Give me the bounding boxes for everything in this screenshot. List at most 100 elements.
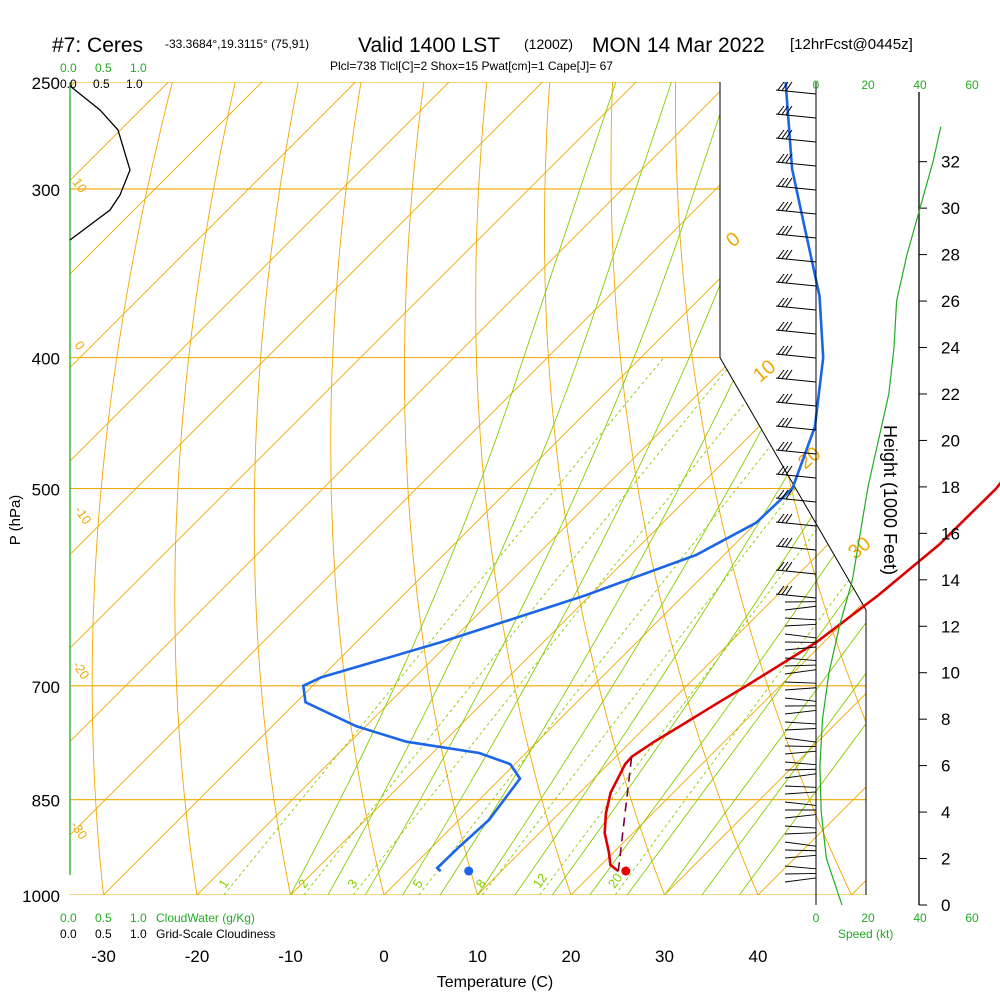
wind-barb-staff [775, 113, 817, 119]
cloudwater-bottom-tick: 0.5 [95, 911, 112, 925]
cloudiness-bottom-tick: 0.5 [95, 927, 112, 941]
height-tick-label: 26 [941, 292, 960, 311]
station-coords: -33.3684°,19.3115° (75,91) [165, 37, 309, 51]
wind-barb-staff [775, 545, 817, 551]
wind-barb [775, 225, 817, 239]
isotherm [70, 82, 543, 895]
moist-adiabat [664, 82, 866, 895]
temperature-profile [603, 481, 1000, 873]
wind-barb-feather [781, 465, 789, 475]
wind-barb-feather [785, 249, 793, 260]
wind-barb [784, 737, 817, 743]
speed-tick-bottom: 0 [813, 911, 820, 925]
wind-barb-staff [775, 449, 817, 455]
wind-barb-feather [777, 297, 785, 307]
pressure-tick-label: 250 [32, 74, 60, 93]
wind-barb-staff [784, 785, 817, 788]
wind-barb-feather [785, 177, 793, 188]
wind-barb-feather [785, 393, 793, 404]
cloudwater-top-tick: 0.0 [60, 61, 77, 75]
x-axis-label: Temperature (C) [437, 974, 553, 991]
wind-barb [775, 561, 817, 575]
cloudwater-label: CloudWater (g/Kg) [156, 911, 255, 925]
wind-barb [784, 825, 817, 829]
wind-barb-feather [781, 129, 789, 139]
temperature-tick-label: 30 [655, 947, 674, 966]
wind-barb-staff [775, 401, 817, 407]
y-axis-label: P (hPa) [7, 495, 24, 546]
wind-barb-staff [775, 569, 817, 575]
temperature-tick-label: 20 [562, 947, 581, 966]
height-tick-label: 0 [941, 896, 950, 915]
valid-date: MON 14 Mar 2022 [592, 34, 765, 57]
dry-adiabat-label: 0 [72, 338, 88, 353]
wind-barb [775, 369, 817, 383]
wind-barb-feather [781, 369, 789, 379]
moist-adiabat [290, 82, 621, 895]
wind-barb-feather [785, 345, 793, 356]
wind-barb-staff [784, 687, 817, 691]
grid-lines [70, 82, 866, 895]
wind-barb-staff [775, 161, 817, 167]
wind-barb-feather [781, 297, 789, 307]
wind-barb-staff [775, 329, 817, 335]
wind-barb-feather [785, 321, 793, 332]
wind-barb-staff [784, 709, 817, 715]
wind-barb [784, 669, 817, 675]
wind-barb-staff [775, 281, 817, 287]
speed-tick-bottom: 40 [913, 911, 927, 925]
wind-barb-feather [781, 81, 789, 91]
sounding-indices: Plcl=738 Tlcl[C]=2 Shox=15 Pwat[cm]=1 Ca… [330, 59, 613, 73]
speed-tick-bottom: 20 [861, 911, 875, 925]
wind-barb [784, 657, 817, 661]
dry-adiabat [543, 82, 677, 895]
wind-barb-staff [775, 137, 817, 143]
cloudwater-top-tick: 1.0 [130, 61, 147, 75]
wind-barb-feather [777, 345, 785, 355]
wind-barb [784, 761, 817, 766]
isotherm [664, 82, 866, 895]
legends: 0.0 0.5 1.0 0.0 0.5 1.0 0.0 0.5 1.0 CloudWater (g… [60, 61, 275, 941]
dry-adiabat [737, 82, 866, 895]
height-tick-label: 4 [941, 803, 950, 822]
wind-barb-feather [777, 585, 785, 595]
wind-barb-feather [777, 465, 785, 475]
dry-adiabat-label: -30 [68, 818, 91, 842]
wind-barb [784, 791, 817, 795]
moist-adiabat [439, 82, 866, 895]
wind-barb-feather [785, 201, 793, 212]
wind-barb-staff [775, 305, 817, 311]
mixing-ratio-label: 20 [605, 870, 626, 890]
temperature-tick-label: 40 [749, 947, 768, 966]
wind-barb [784, 605, 817, 611]
isotherm-label: 0 [722, 228, 745, 252]
height-tick-label: 12 [941, 617, 960, 636]
cloudwater-bottom-tick: 0.0 [60, 911, 77, 925]
wind-barb-staff [784, 854, 817, 859]
wind-barb-feather [785, 417, 793, 428]
dry-adiabat [404, 82, 487, 895]
profiles [69, 81, 1000, 876]
wind-barb [775, 297, 817, 311]
dry-adiabat [330, 82, 392, 895]
wind-barb [775, 81, 817, 95]
wind-barb-feather [785, 585, 793, 596]
wind-barb-feather [785, 441, 793, 452]
moist-adiabat [626, 82, 866, 895]
wind-barb-feather [781, 441, 789, 451]
wind-barb-feather [781, 177, 789, 187]
parcel-path [617, 756, 633, 872]
pressure-tick-label: 500 [32, 481, 60, 500]
temperature-tick-label: 10 [468, 947, 487, 966]
isotherm [70, 82, 263, 895]
wind-barb-feather [785, 297, 793, 308]
valid-utc: (1200Z) [524, 36, 573, 52]
pressure-tick-label: 400 [32, 350, 60, 369]
wind-barb [784, 687, 817, 691]
height-tick-label: 14 [941, 571, 960, 590]
wind-barb [784, 865, 817, 870]
wind-barb-staff [784, 877, 817, 883]
dry-adiabat [675, 82, 866, 895]
mixing-ratio-line [303, 357, 737, 895]
